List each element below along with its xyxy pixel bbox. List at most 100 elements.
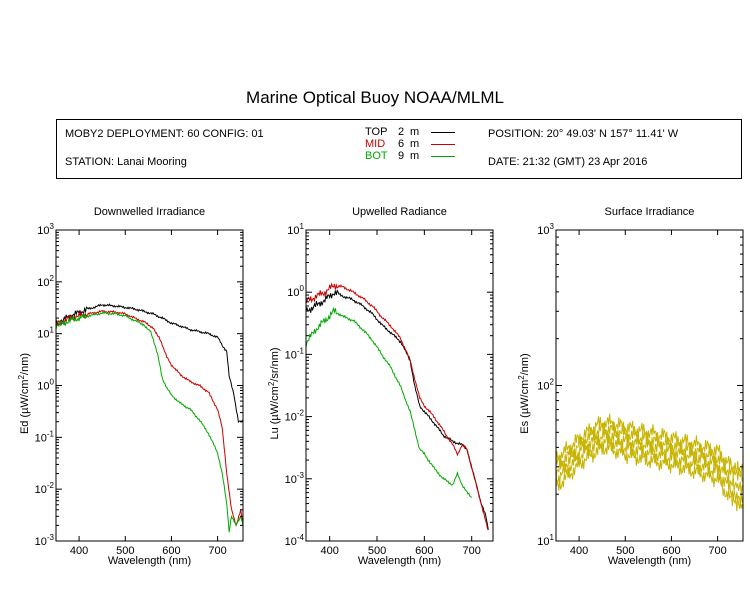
y-tick-label: 103: [37, 222, 54, 237]
y-tick-base: 10: [37, 277, 49, 289]
chart-title: Upwelled Radiance: [352, 206, 447, 218]
y-tick-exponent: -2: [297, 409, 305, 418]
position-label: POSITION: 20° 49.03' N 157° 11.41' W: [488, 128, 679, 140]
x-tick-label: 700: [208, 545, 226, 557]
series-group: [556, 413, 743, 512]
legend-name: TOP: [365, 126, 388, 138]
y-tick-exponent: -4: [297, 533, 305, 542]
y-label-main: Lu (µW/cm: [269, 386, 281, 439]
y-tick-exponent: -3: [47, 533, 55, 542]
y-tick-label: 10-2: [35, 481, 55, 496]
y-label-sup: 2: [17, 374, 26, 379]
series-line-es-2: [556, 421, 743, 483]
y-tick-base: 10: [37, 381, 49, 393]
legend-unit: m: [410, 138, 420, 150]
y-tick-label: 101: [287, 222, 304, 237]
x-tick-label: 500: [116, 545, 134, 557]
y-tick-label: 10-1: [285, 346, 305, 361]
y-tick-label: 10-1: [35, 429, 55, 444]
y-tick-base: 10: [35, 536, 47, 548]
y-tick-label: 100: [37, 378, 54, 393]
y-tick-exponent: 0: [50, 378, 55, 387]
deployment-label: MOBY2 DEPLOYMENT: 60 CONFIG: 01: [65, 128, 264, 140]
y-tick-exponent: 3: [50, 222, 55, 231]
x-axis-label: Wavelength (nm): [608, 555, 691, 567]
y-tick-exponent: -2: [47, 481, 55, 490]
series-line-top: [56, 303, 243, 423]
y-tick-base: 10: [537, 536, 549, 548]
legend-name: BOT: [365, 150, 388, 162]
y-label-end: /nm): [519, 353, 531, 375]
chart-title: Surface Irradiance: [605, 206, 695, 218]
legend-depth: 9: [398, 150, 405, 162]
series-line-bot: [306, 306, 473, 498]
legend-depth: 6: [398, 138, 405, 150]
x-tick-label: 400: [570, 545, 588, 557]
y-tick-label: 100: [287, 284, 304, 299]
x-axis-label: Wavelength (nm): [108, 555, 191, 567]
chart-2: Upwelled Radiance 400 500 600 700 Wavelength …: [267, 206, 494, 567]
y-label-sup: 2: [267, 381, 276, 386]
x-tick-label: 700: [708, 545, 726, 557]
x-axis-label: Wavelength (nm): [358, 555, 441, 567]
series-group: [306, 282, 489, 531]
y-label-end: /sr/nm): [269, 347, 281, 381]
y-tick-label: 10-3: [285, 471, 305, 486]
x-tick-label: 600: [662, 545, 680, 557]
chart-3: Surface Irradiance 400 500 600 700 Wavelength…: [517, 206, 744, 567]
series-line-top: [306, 289, 489, 531]
y-tick-label: 10-4: [285, 533, 305, 548]
page-title: Marine Optical Buoy NOAA/MLML: [246, 88, 504, 107]
y-tick-base: 10: [537, 225, 549, 237]
y-tick-base: 10: [285, 412, 297, 424]
y-tick-exponent: -1: [297, 346, 305, 355]
y-tick-label: 10-2: [285, 409, 305, 424]
chart-title: Downwelled Irradiance: [94, 206, 205, 218]
y-axis-label: Es (µW/cm2/nm): [517, 353, 531, 433]
y-axis-label: Lu (µW/cm2/sr/nm): [267, 347, 281, 439]
y-label-end: /nm): [19, 353, 31, 375]
y-tick-base: 10: [285, 474, 297, 486]
y-tick-label: 103: [537, 222, 554, 237]
y-tick-base: 10: [37, 329, 49, 341]
y-tick-exponent: 2: [50, 274, 55, 283]
y-label-sup: 2: [517, 375, 526, 380]
y-tick-exponent: 1: [550, 533, 555, 542]
legend-unit: m: [410, 150, 420, 162]
x-tick-label: 600: [415, 545, 433, 557]
y-tick-exponent: 1: [300, 222, 305, 231]
y-tick-base: 10: [287, 287, 299, 299]
y-label-main: Es (µW/cm: [519, 380, 531, 434]
y-tick-base: 10: [35, 432, 47, 444]
y-tick-exponent: 3: [550, 222, 555, 231]
legend-unit: m: [410, 126, 420, 138]
y-tick-exponent: 2: [550, 378, 555, 387]
y-tick-exponent: -3: [297, 471, 305, 480]
y-tick-base: 10: [285, 349, 297, 361]
legend-name: MID: [365, 138, 386, 150]
y-tick-base: 10: [537, 381, 549, 393]
y-tick-base: 10: [35, 484, 47, 496]
y-tick-exponent: 0: [300, 284, 305, 293]
x-tick-label: 600: [162, 545, 180, 557]
legend-line: [431, 132, 455, 133]
series-line-bot: [56, 311, 243, 533]
plot-frame: [555, 229, 744, 542]
series-line-es-1: [556, 413, 743, 474]
series-group: [56, 303, 243, 533]
series-line-es-5: [556, 440, 743, 512]
legend-line: [431, 144, 455, 145]
x-tick-label: 400: [70, 545, 88, 557]
y-tick-label: 10-3: [35, 533, 55, 548]
y-label-main: Ed (µW/cm: [19, 379, 31, 434]
y-tick-exponent: -1: [47, 429, 55, 438]
y-axis-label: Ed (µW/cm2/nm): [17, 353, 31, 434]
date-label: DATE: 21:32 (GMT) 23 Apr 2016: [488, 156, 648, 168]
legend-depth: 2: [398, 126, 405, 138]
plot-frame: [305, 229, 494, 542]
y-tick-label: 101: [537, 533, 554, 548]
x-tick-label: 500: [616, 545, 634, 557]
series-line-mid: [56, 309, 243, 527]
station-label: STATION: Lanai Mooring: [65, 156, 187, 168]
y-tick-label: 102: [537, 378, 554, 393]
